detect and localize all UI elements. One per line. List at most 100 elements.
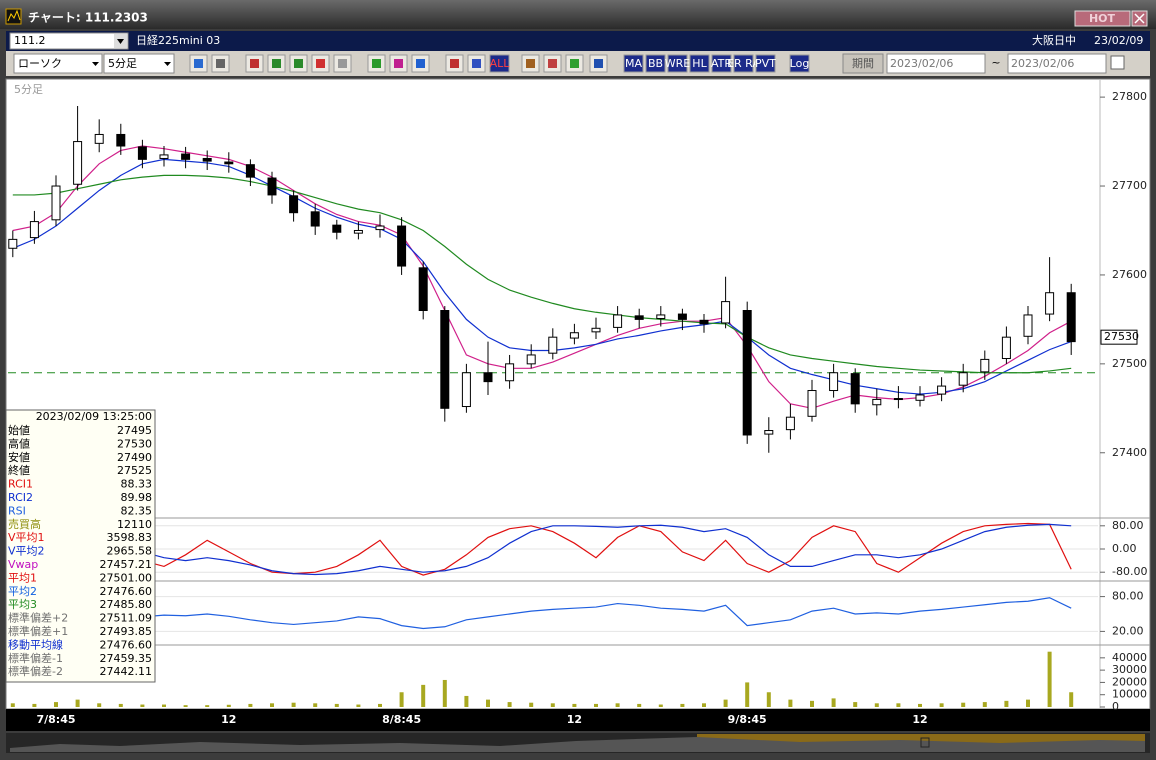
tool-button-label[interactable]: MA	[625, 57, 642, 70]
tool-icon-glyph[interactable]	[250, 59, 259, 68]
tool-icon-glyph[interactable]	[416, 59, 425, 68]
tool-button-label[interactable]: ALL	[490, 57, 511, 70]
volume-bar	[291, 702, 296, 707]
from-date[interactable]	[886, 53, 986, 74]
hot-label[interactable]: HOT	[1089, 12, 1116, 25]
from-date-value[interactable]: 2023/02/06	[890, 57, 953, 70]
candle-body	[202, 157, 212, 162]
volume-bar	[464, 695, 469, 707]
indicator-line	[12, 174, 1072, 374]
tool-button[interactable]	[689, 54, 710, 73]
tool-button[interactable]	[667, 54, 688, 73]
info-value: 27442.11	[100, 665, 153, 678]
candle-body	[353, 229, 363, 234]
tool-icon-glyph[interactable]	[594, 59, 603, 68]
volume-bar	[702, 703, 706, 707]
candle-body	[548, 336, 558, 354]
candle-body	[591, 327, 601, 333]
volume-bar	[658, 704, 663, 707]
volume-bar	[918, 703, 922, 707]
tool-button[interactable]	[755, 54, 776, 73]
tool-button[interactable]	[645, 54, 666, 73]
candle-body	[634, 315, 644, 320]
style-select[interactable]	[13, 53, 103, 74]
tool-icon-glyph[interactable]	[372, 59, 381, 68]
candle-body	[332, 224, 342, 233]
tool-button-label[interactable]: ATR	[711, 57, 732, 70]
volume-bar	[313, 703, 318, 707]
info-label: 安値	[8, 450, 30, 464]
code-value[interactable]: 111.2	[14, 34, 46, 47]
tool-button-label[interactable]: Log	[790, 57, 810, 70]
arrow-glyph	[164, 62, 171, 66]
indicator-line	[12, 597, 1072, 630]
tool-button[interactable]	[789, 54, 810, 73]
volume-bar	[162, 704, 166, 707]
period-button[interactable]	[842, 53, 884, 74]
period-label[interactable]: 期間	[852, 57, 874, 70]
tool-icon-glyph[interactable]	[450, 59, 459, 68]
candle-body	[159, 154, 169, 159]
tool-button-label[interactable]: HL	[692, 57, 707, 70]
tool-icon-glyph[interactable]	[316, 59, 325, 68]
info-datetime: 2023/02/09 13:25:00	[36, 410, 152, 423]
tool-icon-glyph[interactable]	[526, 59, 535, 68]
tool-button-label[interactable]: WRE	[665, 57, 691, 70]
volume-bar	[896, 703, 901, 707]
tool-icon-glyph[interactable]	[272, 59, 281, 68]
tool-button-label[interactable]: ER RA	[727, 57, 760, 70]
tool-icon-glyph[interactable]	[194, 59, 203, 68]
candle-body	[51, 185, 61, 221]
volume-bar	[550, 703, 555, 707]
tool-button-label[interactable]: BB	[648, 57, 663, 70]
volume-bar	[10, 703, 15, 707]
checkbox[interactable]	[1110, 55, 1125, 70]
candle-body	[958, 372, 968, 386]
tool-icon-glyph[interactable]	[570, 59, 579, 68]
info-value: 27485.80	[100, 598, 153, 611]
hot-button[interactable]	[1074, 10, 1131, 27]
to-date[interactable]	[1007, 53, 1107, 74]
x-tick-label: 9/8:45	[728, 713, 767, 726]
candle-body	[397, 225, 407, 267]
interval-select[interactable]	[103, 53, 175, 74]
y-tick-label: 0.00	[1112, 542, 1137, 555]
tool-button[interactable]	[623, 54, 644, 73]
info-label: 終値	[8, 463, 30, 477]
tool-button[interactable]	[489, 54, 510, 73]
volume-bar	[939, 703, 944, 707]
candle-body	[73, 141, 83, 185]
style-value[interactable]: ローソク	[18, 57, 62, 70]
volume-bar	[745, 682, 750, 707]
volume-bar	[572, 703, 577, 707]
candle-body	[1045, 292, 1055, 315]
interval-value[interactable]: 5分足	[108, 57, 137, 70]
to-date-value[interactable]: 2023/02/06	[1011, 57, 1074, 70]
y-tick-label: -80.00	[1112, 565, 1147, 578]
volume-bar	[118, 703, 123, 707]
tool-button[interactable]	[733, 54, 754, 73]
volume-bar	[486, 699, 490, 707]
tool-icon-glyph[interactable]	[394, 59, 403, 68]
info-label: 平均3	[8, 598, 37, 611]
scroll-grip[interactable]	[920, 737, 930, 748]
volume-bar	[1069, 692, 1074, 707]
code-select[interactable]	[9, 32, 129, 50]
tool-icon-glyph[interactable]	[216, 59, 225, 68]
tool-icon-glyph[interactable]	[294, 59, 303, 68]
volume-bar	[831, 698, 836, 707]
market-name: 大阪日中	[1032, 33, 1076, 47]
volume-bar	[183, 705, 188, 707]
tool-button-label[interactable]: PVT	[755, 57, 776, 70]
tool-button[interactable]	[711, 54, 732, 73]
candle-body	[807, 390, 817, 417]
candle-body	[850, 373, 860, 405]
info-label: 平均2	[8, 585, 37, 598]
tool-icon-glyph[interactable]	[548, 59, 557, 68]
info-label: 平均1	[8, 571, 37, 584]
volume-bar	[788, 699, 793, 707]
candle-body	[937, 385, 947, 395]
candle-body	[699, 319, 709, 325]
tool-icon-glyph[interactable]	[338, 59, 347, 68]
tool-icon-glyph[interactable]	[472, 59, 481, 68]
